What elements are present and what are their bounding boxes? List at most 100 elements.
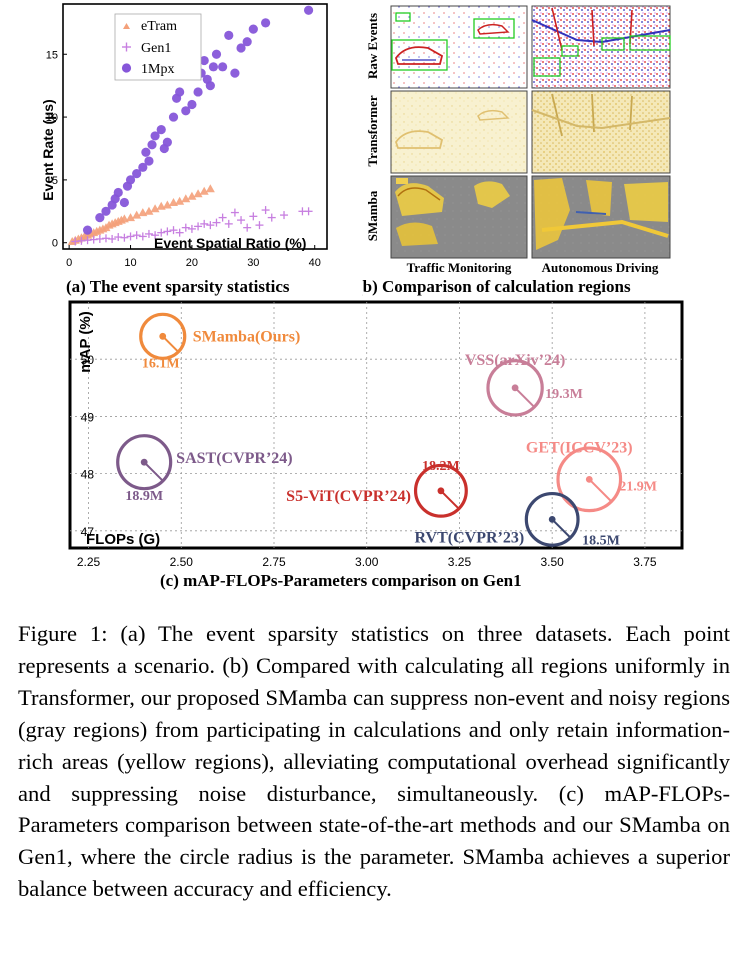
col-label-traffic-monitoring: Traffic Monitoring	[407, 260, 512, 275]
col-label-autonomous-driving: Autonomous Driving	[542, 260, 659, 275]
point-gen1	[187, 224, 196, 233]
smamba-driving-image	[531, 175, 671, 259]
point-gen1	[267, 213, 276, 222]
point-1mpx	[101, 206, 111, 216]
point-etram	[138, 208, 148, 217]
bubble-sast-cvpr-24: SAST(CVPR’24) 18.9M	[116, 434, 293, 504]
plot-frame	[68, 300, 684, 550]
point-gen1	[230, 208, 239, 217]
bubble-get-iccv-23: GET(ICCV’23) 21.9M	[526, 439, 657, 513]
bubble-radius	[514, 387, 535, 408]
point-etram	[144, 206, 154, 215]
data-points	[67, 5, 314, 246]
point-gen1	[206, 221, 215, 230]
legend-marker-gen1	[122, 42, 131, 52]
point-1mpx	[175, 87, 185, 97]
y-tick-label: 15	[46, 49, 58, 61]
point-1mpx	[208, 62, 219, 72]
x-tick-label: 2.50	[170, 555, 194, 569]
figure-a-caption: (a) The event sparsity statistics	[66, 277, 290, 296]
y-axis-label: mAP (%)	[77, 311, 94, 372]
y-tick-label: 5	[52, 175, 58, 187]
point-gen1	[126, 232, 135, 241]
bubble-label: VSS(arXiv’24)	[465, 352, 565, 369]
point-1mpx	[119, 197, 129, 208]
figure-caption-text: (a) The event sparsity statistics on thr…	[18, 621, 730, 902]
bubble-radius	[162, 335, 179, 353]
bubble-circle	[116, 434, 173, 491]
event-sparsity-chart: 0 10 20 30 40 0 5 10 15 eTram Gen1 1Mpx Event Sp…	[40, 3, 328, 296]
row-label-smamba: SMamba	[365, 190, 380, 241]
point-gen1	[243, 223, 252, 232]
point-1mpx	[199, 55, 209, 66]
y-axis-label: Event Rate (µs)	[40, 99, 56, 200]
figure-caption-label: Figure 1:	[18, 621, 108, 646]
bubble-radius	[143, 461, 164, 482]
legend-label-etram: eTram	[141, 19, 177, 34]
point-gen1	[280, 211, 289, 220]
point-1mpx	[187, 99, 197, 110]
point-gen1	[255, 221, 264, 230]
point-etram	[156, 201, 166, 210]
y-tick-label: 50	[81, 353, 95, 367]
x-tick-label: 0	[66, 257, 72, 269]
point-gen1	[249, 212, 258, 221]
bubble-circle	[524, 491, 580, 547]
bubbles: SMamba(Ours) 16.1M VSS(arXiv’24) 19.3M SAST(…	[116, 312, 657, 548]
raw-events-driving-image	[531, 5, 671, 89]
point-gen1	[169, 226, 178, 235]
point-gen1	[200, 219, 209, 228]
x-axis-label: Event Spatial Ratio (%)	[154, 235, 306, 251]
point-gen1	[212, 218, 221, 227]
point-1mpx	[141, 147, 151, 157]
point-gen1	[144, 229, 153, 238]
x-tick-label: 3.00	[355, 555, 379, 569]
plot-frame	[62, 3, 328, 250]
x-tick-label: 2.25	[77, 555, 101, 569]
y-tick-label: 48	[81, 468, 95, 482]
bubble-params: 21.9M	[619, 479, 657, 494]
point-gen1	[218, 213, 227, 222]
figure-b-caption: (b) Comparison of calculation regions	[362, 277, 631, 296]
x-tick-label: 2.75	[262, 555, 286, 569]
point-etram	[132, 210, 142, 219]
point-1mpx	[82, 225, 93, 235]
axis-ticks: 2.25 2.50 2.75 3.00 3.25 3.50 3.75 47 48 49 50	[77, 353, 657, 569]
bubble-radius	[588, 478, 612, 502]
point-gen1	[304, 207, 313, 216]
bubble-params: 19.3M	[545, 387, 583, 402]
point-etram	[126, 213, 136, 222]
transformer-driving-image	[531, 90, 671, 174]
legend-marker-1mpx	[121, 63, 132, 73]
point-etram	[150, 204, 160, 213]
point-1mpx	[181, 106, 191, 116]
transformer-traffic-image	[390, 90, 528, 174]
point-gen1	[163, 227, 172, 236]
point-1mpx	[162, 137, 172, 147]
point-etram	[199, 186, 209, 195]
point-1mpx	[248, 24, 258, 34]
point-1mpx	[150, 131, 160, 141]
x-axis-label: FLOPs (G)	[86, 531, 160, 548]
legend-marker-etram	[123, 23, 130, 29]
bubble-label: SAST(CVPR’24)	[176, 450, 292, 467]
x-tick-label: 3.50	[541, 555, 565, 569]
bubble-circle	[413, 463, 468, 518]
point-1mpx	[211, 49, 222, 59]
point-gen1	[224, 219, 233, 228]
point-etram	[162, 200, 172, 209]
point-gen1	[175, 228, 184, 237]
bubble-vss-arxiv-24: VSS(arXiv’24) 19.3M	[465, 352, 583, 417]
point-1mpx	[113, 187, 123, 198]
point-gen1	[181, 223, 190, 232]
point-etram	[169, 198, 179, 207]
point-1mpx	[205, 81, 215, 91]
calculation-regions-figure: Raw Events Transformer SMamba	[362, 5, 671, 296]
y-tick-label: 47	[81, 525, 95, 539]
bubble-radius	[440, 490, 460, 510]
point-etram	[205, 184, 215, 193]
point-1mpx	[156, 125, 166, 135]
raw-events-traffic-image	[390, 5, 528, 89]
x-tick-label: 3.75	[633, 555, 657, 569]
bubble-circle	[556, 446, 623, 513]
